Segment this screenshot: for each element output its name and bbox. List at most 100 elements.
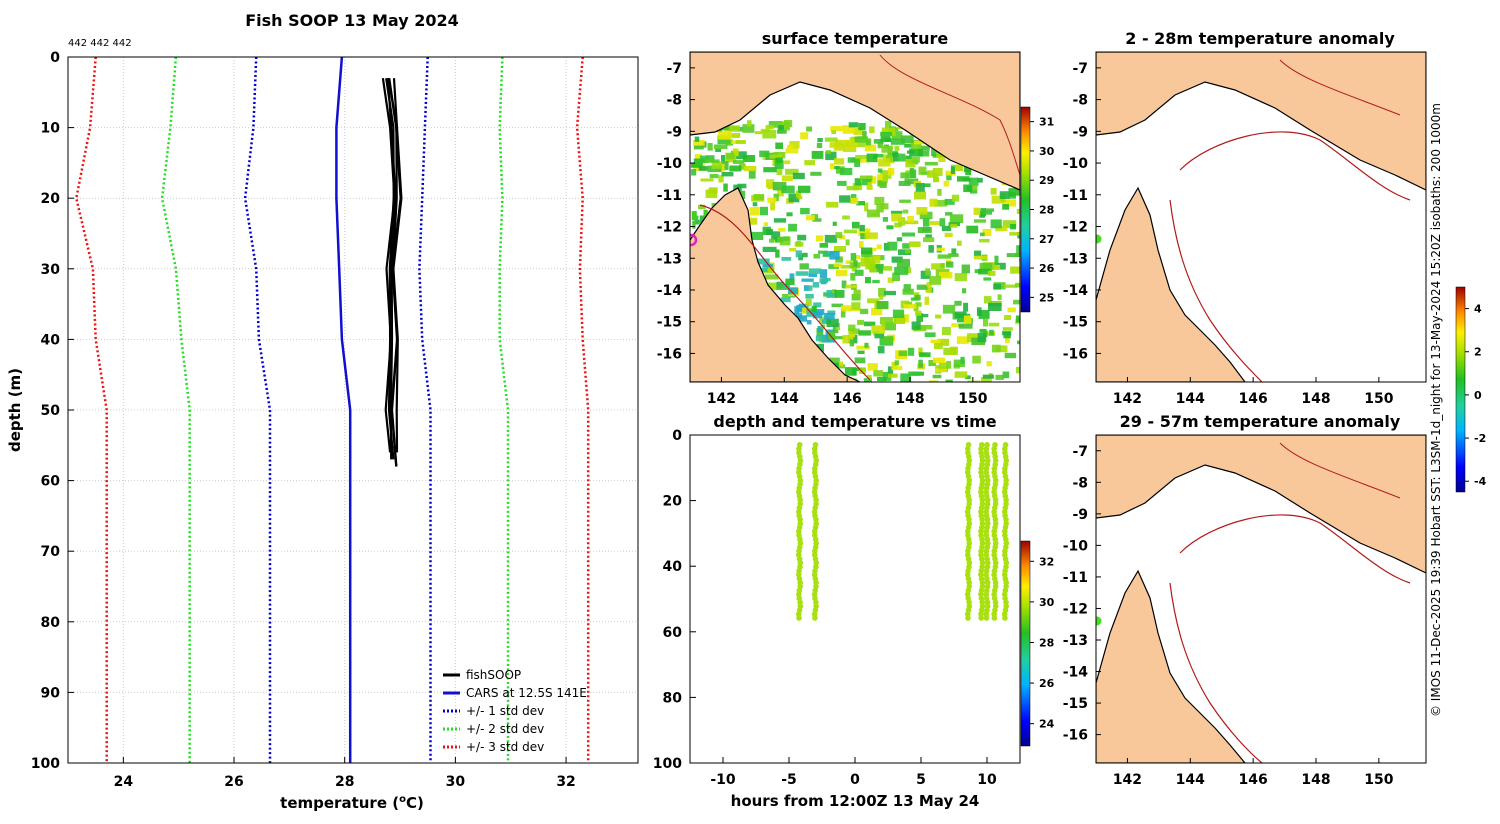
profile-note: 442 442 442: [68, 38, 132, 49]
isobath-1000m: [879, 54, 1020, 176]
sst-pixel: [903, 304, 917, 309]
cast-3-point: [979, 560, 986, 566]
sst-pixel: [816, 328, 824, 337]
sst-pixel: [986, 361, 992, 367]
sst-pixel: [859, 224, 865, 232]
sst-pixel: [1004, 352, 1017, 359]
surface-temperature-map: surface temperature 142 144 146 148 150 -7 -8…: [657, 29, 1055, 407]
sst-pixel: [776, 285, 790, 290]
sst-pixel: [970, 189, 978, 194]
series-2-lower: [243, 56, 272, 763]
sst-pixel: [916, 284, 928, 290]
sst-pixel: [718, 131, 732, 140]
y-tick-label-80: 80: [41, 615, 61, 631]
map-y-label--12: -12: [1063, 601, 1088, 617]
sst-pixel: [834, 158, 845, 165]
sst-pixel: [983, 319, 989, 327]
cb-label-30: 30: [1039, 596, 1055, 609]
sst-pixel: [857, 140, 870, 148]
sst-pixel: [694, 154, 703, 161]
map-y-label--12: -12: [657, 220, 682, 236]
cast-1-point: [813, 497, 819, 503]
map-y-label--15: -15: [657, 315, 682, 331]
cb-label-29: 29: [1039, 174, 1054, 187]
sst-pixel: [923, 183, 931, 187]
time-y-label-60: 60: [663, 625, 683, 641]
anomaly-deep-y-ticks: -7 -8 -9 -10 -11 -12 -13 -14 -15 -16: [1063, 444, 1101, 744]
time-y-label-100: 100: [653, 756, 682, 772]
sst-pixel: [880, 133, 891, 142]
sst-pixel: [1017, 340, 1020, 345]
sst-pixel: [854, 136, 868, 143]
sst-pixel: [778, 228, 786, 232]
sst-pixel: [783, 236, 790, 241]
sst-pixel: [902, 209, 909, 214]
sst-pixel: [928, 360, 936, 367]
sst-pixel: [858, 228, 871, 236]
sst-pixel: [913, 141, 927, 145]
sst-pixel: [825, 151, 837, 161]
sst-pixel: [968, 177, 979, 186]
cast-6-point: [1002, 528, 1008, 535]
sst-pixel: [826, 201, 839, 208]
land-cape-york-a1: [1096, 186, 1246, 382]
sst-pixel: [777, 129, 787, 134]
sst-pixel: [799, 263, 809, 270]
sst-pixel: [894, 146, 900, 151]
sst-pixel: [940, 263, 945, 268]
sst-pixel: [698, 166, 709, 171]
map-x-label-142: 142: [1113, 772, 1142, 788]
sst-pixel: [864, 342, 869, 348]
sst-pixel: [779, 236, 791, 246]
map-y-label--15: -15: [1063, 315, 1088, 331]
sst-pixel: [945, 379, 953, 382]
y-tick-label-90: 90: [41, 685, 61, 701]
cast-1-point: [812, 615, 818, 621]
sst-pixel: [883, 242, 890, 251]
sst-pixel: [918, 359, 923, 368]
sst-pixel: [953, 359, 965, 368]
sst-pixel: [856, 345, 871, 350]
sst-pixel: [881, 145, 893, 153]
sst-pixel: [849, 339, 854, 347]
sst-pixel: [957, 240, 962, 246]
cb-label-28: 28: [1039, 204, 1054, 217]
sst-pixel: [995, 225, 1008, 232]
sst-pixel: [762, 264, 773, 268]
sst-pixel: [905, 159, 916, 168]
cast-3-point: [978, 548, 984, 554]
sst-pixel-gulf: [692, 221, 696, 229]
cast-5-point: [991, 615, 998, 621]
map-x-label-142: 142: [1113, 391, 1142, 407]
sst-pixel: [967, 380, 981, 382]
sst-pixel: [785, 278, 795, 286]
sst-pixel: [714, 144, 728, 149]
depth-time-casts: [796, 442, 1010, 621]
sst-pixel: [964, 375, 971, 380]
sst-pixel: [762, 246, 777, 252]
sst-pixel: [753, 194, 764, 201]
surface-map-x-ticks: 142 144 146 148 150: [707, 377, 988, 407]
sst-colorbar: [1020, 106, 1031, 313]
sst-pixel: [891, 366, 903, 371]
sst-pixel: [780, 297, 791, 303]
sst-pixel: [819, 278, 828, 283]
cast-6-point: [1003, 560, 1010, 566]
sst-pixel: [742, 155, 756, 162]
sst-pixel: [983, 296, 992, 304]
sst-pixel: [939, 271, 953, 279]
cast-4-point: [983, 528, 990, 535]
sst-pixel: [877, 376, 887, 382]
sst-pixel: [914, 191, 927, 200]
sst-pixel: [1015, 366, 1020, 374]
sst-pixel: [808, 268, 822, 274]
sst-pixel: [864, 144, 877, 152]
sst-pixel: [1006, 253, 1019, 258]
cast-2-point: [966, 497, 972, 503]
sst-pixel: [941, 225, 952, 231]
sst-pixel: [777, 189, 784, 197]
profile-y-label: depth (m): [6, 368, 24, 452]
cb-label-24: 24: [1039, 718, 1055, 731]
x-tick-label-30: 30: [446, 774, 466, 790]
sst-pixel: [872, 279, 880, 284]
